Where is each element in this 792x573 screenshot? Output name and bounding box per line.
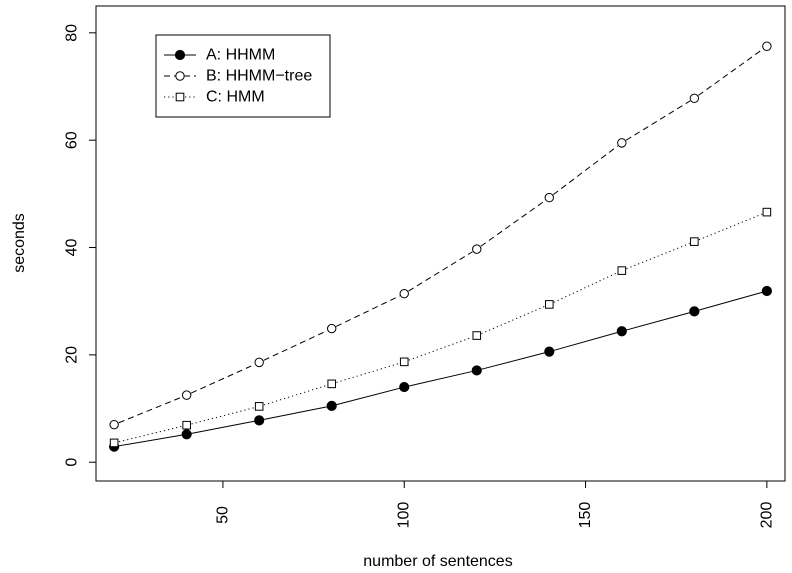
y-tick-label: 0 bbox=[64, 458, 81, 467]
x-axis: 50 100 150 200 bbox=[214, 481, 775, 528]
data-point bbox=[181, 429, 192, 440]
series-line-segment bbox=[552, 145, 619, 195]
data-point bbox=[109, 419, 119, 430]
series-line-segment bbox=[480, 200, 546, 247]
data-point bbox=[254, 402, 264, 411]
x-tick-label: 200 bbox=[758, 502, 775, 529]
data-point bbox=[690, 237, 699, 246]
data-point bbox=[327, 379, 337, 389]
series-line-segment bbox=[481, 352, 545, 370]
series-line-segment bbox=[191, 363, 255, 394]
x-tick-label: 100 bbox=[396, 502, 413, 529]
legend-label: B: HHMM−tree bbox=[206, 68, 312, 85]
series-line-segment bbox=[263, 406, 327, 420]
data-point bbox=[544, 192, 554, 203]
y-tick-label: 40 bbox=[64, 239, 81, 257]
series-b bbox=[109, 41, 772, 430]
series-line-segment bbox=[553, 332, 618, 351]
series-line-segment bbox=[191, 420, 255, 434]
data-point bbox=[761, 285, 772, 297]
legend-label: C: HMM bbox=[206, 89, 265, 106]
series-line-segment bbox=[336, 362, 400, 383]
series-line-segment bbox=[553, 272, 618, 303]
x-tick-label: 50 bbox=[214, 506, 231, 524]
series-line-segment bbox=[625, 100, 691, 141]
data-point bbox=[182, 420, 191, 430]
data-point bbox=[399, 288, 409, 299]
data-point bbox=[544, 300, 554, 309]
series-line-segment bbox=[118, 434, 182, 447]
series-line-segment bbox=[408, 251, 473, 292]
y-axis: 0 20 40 60 80 bbox=[64, 24, 96, 467]
legend-label: A: HHMM bbox=[206, 47, 275, 64]
data-point bbox=[471, 365, 482, 376]
series-line-segment bbox=[698, 213, 763, 241]
data-point bbox=[399, 381, 410, 393]
y-axis-label: seconds bbox=[11, 213, 28, 273]
series-line-segment bbox=[481, 305, 545, 335]
data-point bbox=[617, 138, 627, 148]
series-line-segment bbox=[626, 312, 690, 331]
series-line-segment bbox=[699, 291, 763, 311]
data-point bbox=[254, 357, 264, 368]
data-point bbox=[616, 326, 627, 337]
data-point bbox=[762, 207, 772, 217]
legend: A: HHMM B: HHMM−tree C: HMM bbox=[155, 34, 331, 118]
data-point bbox=[689, 306, 700, 317]
series-line-segment bbox=[118, 425, 182, 443]
legend-marker bbox=[175, 71, 185, 81]
series-line-segment bbox=[191, 407, 255, 425]
x-axis-label: number of sentences bbox=[363, 553, 512, 570]
data-point bbox=[472, 244, 482, 254]
series-line-segment bbox=[263, 330, 328, 361]
series-line-segment bbox=[335, 295, 400, 327]
data-point bbox=[109, 438, 119, 448]
legend-marker bbox=[174, 49, 186, 61]
data-point bbox=[399, 357, 409, 367]
legend-marker bbox=[175, 92, 185, 102]
data-point bbox=[689, 93, 700, 104]
data-point bbox=[181, 390, 192, 400]
series-line-segment bbox=[408, 336, 473, 361]
series-a bbox=[109, 285, 772, 452]
data-point bbox=[327, 323, 337, 334]
data-point bbox=[617, 266, 627, 275]
series-line-segment bbox=[336, 387, 400, 406]
series-line-segment bbox=[698, 48, 764, 96]
series-c bbox=[109, 207, 772, 448]
series-line-segment bbox=[626, 243, 690, 270]
data-point bbox=[326, 400, 337, 411]
data-point bbox=[472, 331, 482, 340]
plot-frame bbox=[95, 5, 786, 482]
data-point bbox=[762, 41, 772, 51]
series-layer bbox=[109, 41, 772, 452]
series-line-segment bbox=[408, 371, 473, 387]
data-point bbox=[544, 346, 555, 357]
x-tick-label: 150 bbox=[577, 502, 594, 529]
series-line-segment bbox=[263, 384, 328, 406]
data-point bbox=[254, 415, 265, 426]
y-tick-label: 60 bbox=[64, 131, 81, 149]
series-line-segment bbox=[118, 396, 183, 424]
y-tick-label: 80 bbox=[64, 24, 81, 42]
y-tick-label: 20 bbox=[64, 346, 81, 364]
